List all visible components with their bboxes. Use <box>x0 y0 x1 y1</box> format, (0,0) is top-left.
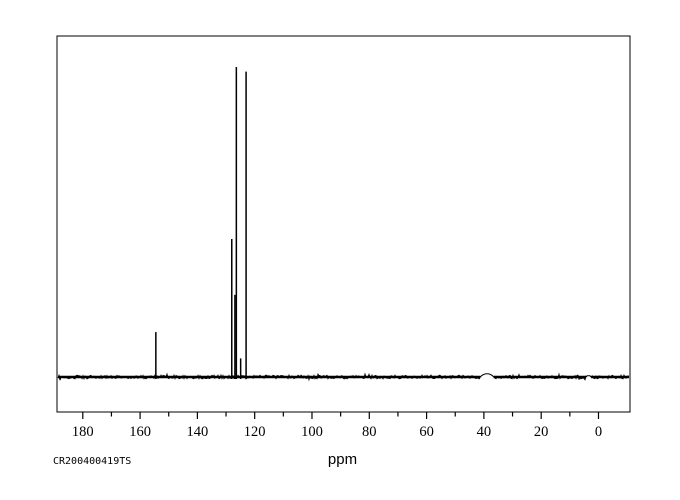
spectrum-id-label: CR200400419TS <box>53 456 132 467</box>
x-tick-label: 60 <box>419 424 434 440</box>
baseline-quiet-segment <box>585 375 592 378</box>
baseline-quiet-segment <box>480 373 495 378</box>
plot-border <box>56 35 631 413</box>
x-tick-label: 40 <box>477 424 492 440</box>
x-tick-label: 0 <box>595 424 602 440</box>
x-tick-label: 160 <box>129 424 151 440</box>
x-tick-label: 100 <box>301 424 323 440</box>
x-tick-label: 140 <box>187 424 209 440</box>
x-axis-title: ppm <box>327 451 358 468</box>
x-tick-label: 80 <box>362 424 377 440</box>
x-tick-label: 180 <box>72 424 94 440</box>
x-tick-label: 120 <box>244 424 266 440</box>
x-tick-label: 20 <box>534 424 549 440</box>
